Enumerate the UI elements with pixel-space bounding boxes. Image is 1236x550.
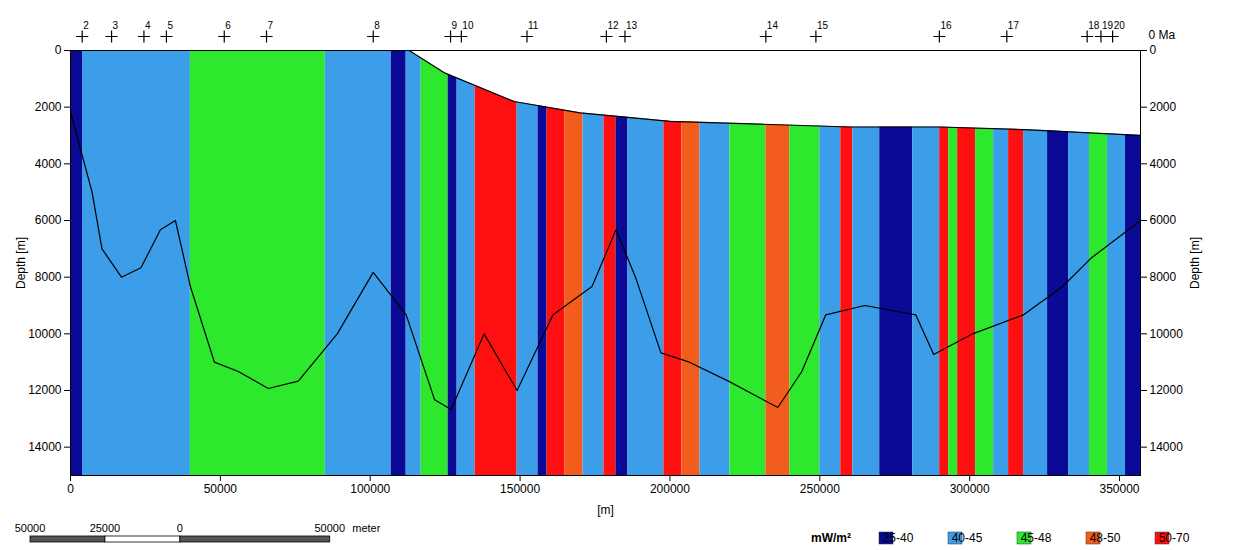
svg-text:40-45: 40-45 [952, 531, 983, 545]
svg-text:17: 17 [1008, 20, 1020, 31]
svg-text:[m]: [m] [597, 503, 614, 517]
svg-text:100000: 100000 [350, 482, 390, 496]
svg-text:50000: 50000 [314, 522, 345, 534]
svg-text:300000: 300000 [950, 482, 990, 496]
svg-text:20: 20 [1114, 20, 1126, 31]
svg-text:0: 0 [1150, 43, 1157, 57]
svg-text:6: 6 [225, 20, 231, 31]
svg-text:50000: 50000 [204, 482, 238, 496]
svg-text:25-40: 25-40 [883, 531, 914, 545]
svg-text:7: 7 [268, 20, 274, 31]
svg-text:4000: 4000 [35, 157, 62, 171]
svg-text:8000: 8000 [1150, 270, 1177, 284]
svg-text:3: 3 [113, 20, 119, 31]
svg-text:6000: 6000 [1150, 213, 1177, 227]
svg-text:8000: 8000 [35, 270, 62, 284]
svg-text:200000: 200000 [650, 482, 690, 496]
svg-text:10000: 10000 [1150, 327, 1184, 341]
svg-text:4: 4 [145, 20, 151, 31]
svg-text:5: 5 [167, 20, 173, 31]
svg-text:mW/m²: mW/m² [811, 531, 851, 545]
svg-text:13: 13 [626, 20, 638, 31]
svg-text:11: 11 [528, 20, 539, 31]
svg-text:10000: 10000 [28, 327, 62, 341]
svg-text:4000: 4000 [1150, 157, 1177, 171]
svg-text:12000: 12000 [1150, 383, 1184, 397]
svg-text:14: 14 [767, 20, 779, 31]
svg-text:0: 0 [67, 482, 74, 496]
svg-text:14000: 14000 [28, 440, 62, 454]
svg-text:18: 18 [1088, 20, 1100, 31]
svg-text:2: 2 [83, 20, 89, 31]
svg-text:6000: 6000 [35, 213, 62, 227]
svg-text:16: 16 [940, 20, 952, 31]
svg-text:9: 9 [452, 20, 458, 31]
svg-text:350000: 350000 [1099, 482, 1139, 496]
svg-text:48-50: 48-50 [1090, 531, 1121, 545]
svg-text:14000: 14000 [1150, 440, 1184, 454]
svg-text:250000: 250000 [800, 482, 840, 496]
svg-text:12000: 12000 [28, 383, 62, 397]
svg-text:10: 10 [462, 20, 474, 31]
svg-text:19: 19 [1102, 20, 1114, 31]
svg-text:45-48: 45-48 [1021, 531, 1052, 545]
svg-text:meter: meter [352, 522, 380, 534]
svg-text:0: 0 [177, 522, 183, 534]
svg-text:12: 12 [607, 20, 619, 31]
svg-text:2000: 2000 [1150, 100, 1177, 114]
svg-text:Depth [m]: Depth [m] [14, 237, 28, 289]
svg-text:0: 0 [55, 43, 62, 57]
svg-text:50000: 50000 [15, 522, 46, 534]
svg-text:0 Ma: 0 Ma [1149, 28, 1176, 42]
svg-text:50-70: 50-70 [1159, 531, 1190, 545]
svg-text:15: 15 [817, 20, 829, 31]
svg-text:Depth [m]: Depth [m] [1188, 237, 1202, 289]
svg-text:25000: 25000 [90, 522, 121, 534]
svg-text:2000: 2000 [35, 100, 62, 114]
svg-text:8: 8 [374, 20, 380, 31]
svg-text:150000: 150000 [500, 482, 540, 496]
